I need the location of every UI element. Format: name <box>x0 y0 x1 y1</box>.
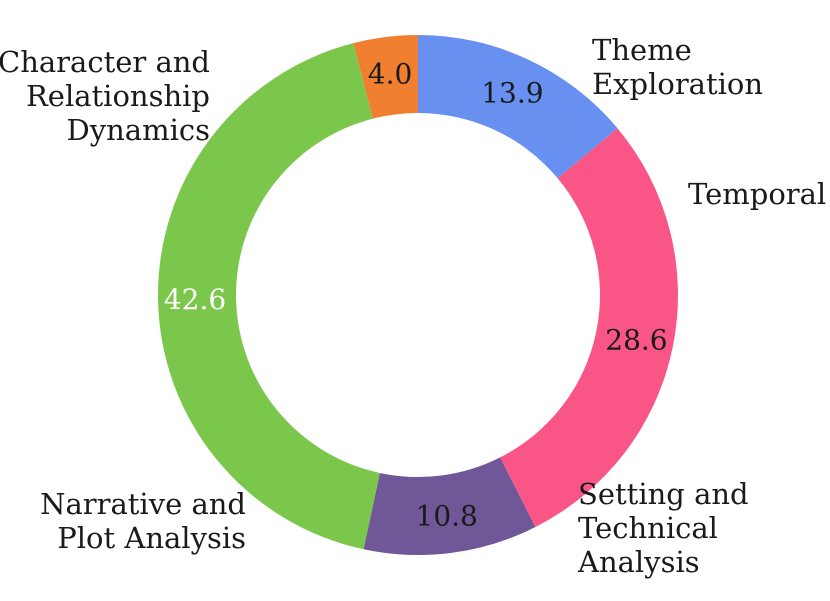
category-label-0: Theme Exploration <box>592 33 763 101</box>
category-label-line: Technical <box>578 511 718 545</box>
value-label-0: 4.0 <box>368 57 413 90</box>
category-label-line: Analysis <box>577 545 700 579</box>
donut-slice-1 <box>157 43 380 550</box>
category-label-line: Setting and <box>578 477 749 511</box>
donut-slice-0 <box>353 35 418 119</box>
category-label-line: Temporal <box>688 177 826 211</box>
value-labels: 4.0 42.6 10.8 28.6 13.9 <box>164 57 668 532</box>
category-label-line: Theme <box>592 33 692 67</box>
donut-slice-4 <box>418 35 618 179</box>
category-labels: Theme Exploration Character and Relationshi… <box>0 33 826 579</box>
category-label-3: Setting and Technical Analysis <box>577 477 749 579</box>
value-label-3: 28.6 <box>605 323 667 356</box>
category-label-1: Character and Relationship Dynamics <box>0 45 210 147</box>
category-label-line: Relationship <box>26 79 210 113</box>
category-label-line: Plot Analysis <box>57 521 246 555</box>
category-label-line: Character and <box>0 45 210 79</box>
donut-slices <box>157 35 678 555</box>
value-label-2: 10.8 <box>416 500 478 533</box>
category-label-2: Narrative and Plot Analysis <box>40 487 246 555</box>
donut-slice-2 <box>363 457 536 555</box>
value-label-1: 42.6 <box>164 283 226 316</box>
category-label-line: Dynamics <box>67 113 211 147</box>
donut-slice-3 <box>500 128 678 527</box>
value-label-4: 13.9 <box>481 76 543 109</box>
category-label-4: Temporal <box>688 177 826 211</box>
category-label-line: Exploration <box>592 67 763 101</box>
category-label-line: Narrative and <box>40 487 246 521</box>
